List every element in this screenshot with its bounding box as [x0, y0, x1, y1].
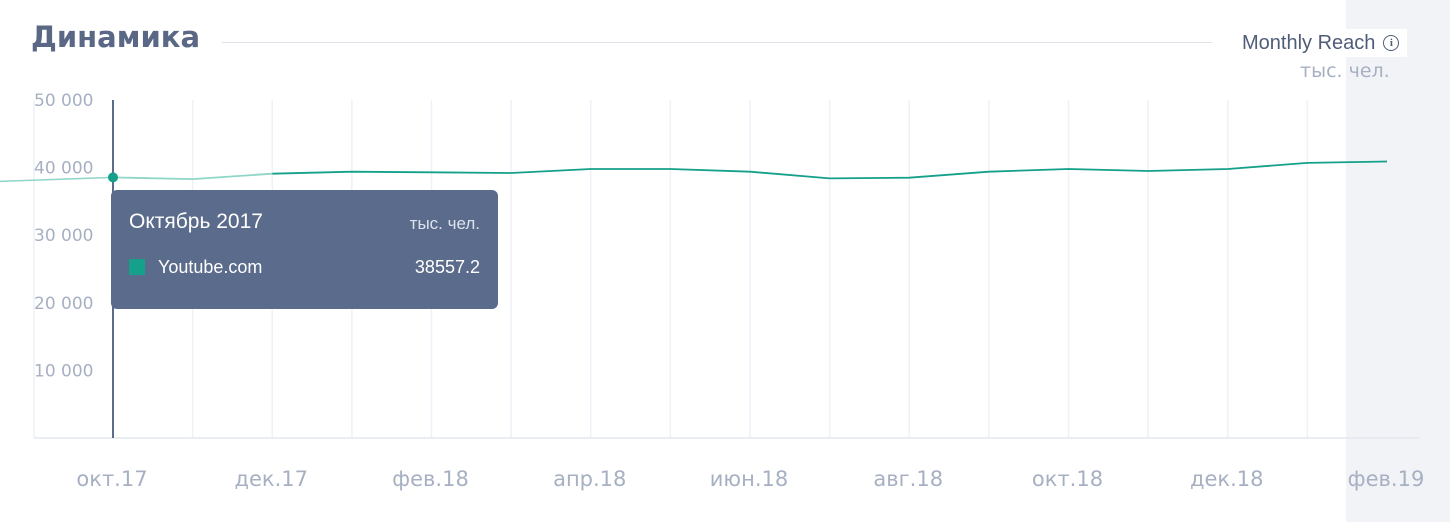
x-tick-label: авг.18	[873, 467, 943, 491]
series-line-leadin	[0, 176, 114, 183]
x-tick-label: окт.18	[1032, 467, 1103, 491]
tooltip-series-swatch	[129, 259, 145, 275]
y-tick-label: 20 000	[34, 294, 93, 314]
metric-selector[interactable]: Monthly Reach i	[1234, 29, 1408, 57]
tooltip-value: 38557.2	[414, 257, 480, 277]
metric-label: Monthly Reach	[1242, 31, 1376, 54]
x-tick-label: окт.17	[76, 467, 147, 491]
y-tick-label: 30 000	[34, 226, 93, 246]
y-tick-label: 40 000	[34, 159, 93, 179]
series-line-youtube	[272, 160, 1388, 180]
info-icon[interactable]: i	[1383, 35, 1400, 51]
x-tick-label: дек.17	[234, 467, 308, 491]
y-tick-label: 50 000	[34, 91, 93, 111]
chart-tooltip: Октябрь 2017 тыс. чел. Youtube.com 38557…	[111, 190, 498, 309]
series-line-youtube-faded	[112, 172, 273, 181]
x-tick-label: фев.18	[392, 467, 469, 491]
unit-label: тыс. чел.	[1300, 60, 1390, 82]
section-title: Динамика	[31, 20, 201, 54]
series-point-highlight	[108, 172, 118, 183]
tooltip-title: Октябрь 2017	[129, 210, 263, 233]
y-tick-label: 10 000	[34, 361, 93, 381]
title-divider	[222, 42, 1212, 43]
chart-right-shade	[1346, 0, 1450, 522]
x-tick-label: июн.18	[710, 467, 788, 491]
tooltip-unit: тыс. чел.	[409, 214, 480, 233]
tooltip-series-name: Youtube.com	[158, 257, 263, 277]
x-tick-label: фев.19	[1348, 467, 1425, 491]
x-tick-label: апр.18	[553, 467, 626, 491]
x-tick-label: дек.18	[1190, 467, 1264, 491]
